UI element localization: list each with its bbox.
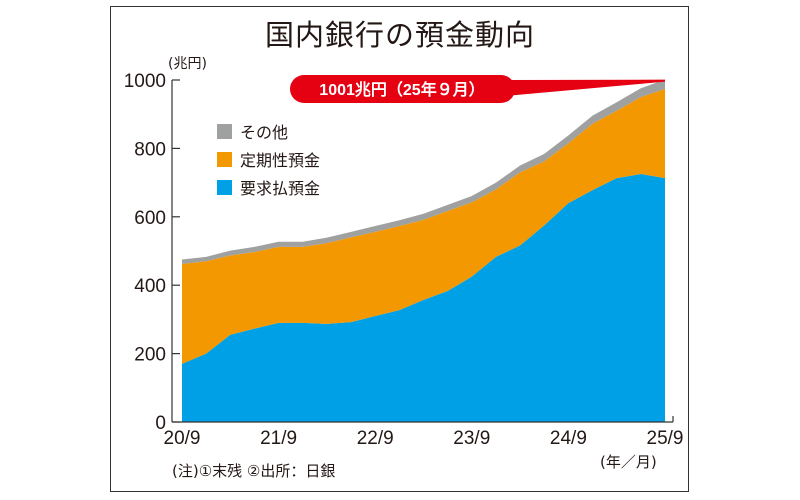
y-tick-label: 400: [134, 276, 166, 297]
source-note: (注)①末残 ②出所：日銀: [172, 462, 335, 480]
legend-swatch: [217, 124, 232, 139]
y-tick-label: 1000: [124, 71, 166, 92]
x-tick-label: 25/9: [647, 428, 684, 449]
x-tick-label: 24/9: [550, 428, 587, 449]
legend-swatch: [217, 180, 232, 195]
area-series-1: [182, 88, 665, 364]
area-layer: [182, 79, 665, 422]
chart-frame: [110, 6, 689, 492]
legend-label: 定期性預金: [240, 151, 320, 170]
y-tick-label: 800: [134, 139, 166, 160]
y-axis-unit: (兆円): [168, 56, 207, 72]
annotation-pointer: [505, 79, 665, 96]
annotation: 1001兆円（25年９月）: [290, 75, 665, 103]
legend-swatch: [217, 152, 232, 167]
area-series-0: [182, 174, 665, 422]
x-tick-label: 20/9: [164, 428, 201, 449]
annotation-pill: [290, 75, 515, 103]
annotation-label: 1001兆円（25年９月）: [319, 80, 484, 99]
y-tick-label: 0: [155, 413, 166, 434]
y-tick-label: 200: [134, 345, 166, 366]
x-axis-unit: (年／月): [600, 453, 657, 471]
x-tick-label: 21/9: [260, 428, 297, 449]
axes: 0 200 400 600 800 1000 20/9 21/9 22/9 23/9 24/9 25/…: [124, 71, 684, 449]
y-tick-label: 600: [134, 208, 166, 229]
legend-label: その他: [240, 123, 288, 142]
legend-label: 要求払預金: [240, 179, 320, 198]
chart-title: 国内銀行の預金動向: [264, 18, 535, 52]
x-tick-label: 22/9: [357, 428, 394, 449]
x-tick-label: 23/9: [453, 428, 490, 449]
